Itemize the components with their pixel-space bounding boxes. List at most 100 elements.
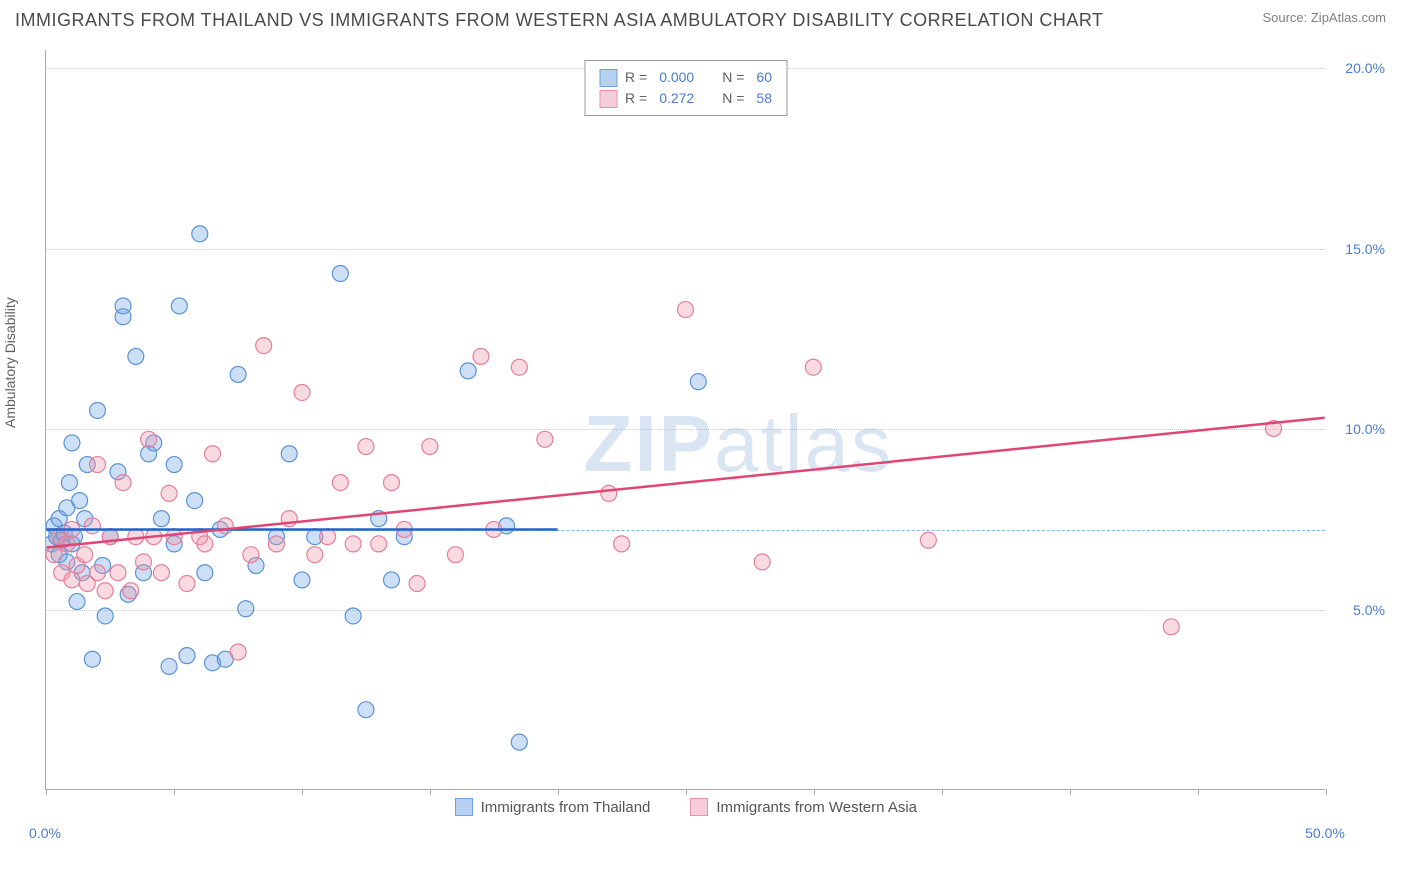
data-point <box>115 475 131 491</box>
data-point <box>345 536 361 552</box>
data-point <box>358 702 374 718</box>
data-point <box>64 435 80 451</box>
data-point <box>115 298 131 314</box>
legend-r-label: R = <box>625 88 647 109</box>
data-point <box>84 651 100 667</box>
legend-r-label: R = <box>625 67 647 88</box>
data-point <box>447 547 463 563</box>
data-point <box>217 518 233 534</box>
x-tick <box>814 789 815 795</box>
scatter-svg <box>46 50 1325 789</box>
data-point <box>294 572 310 588</box>
data-point <box>192 226 208 242</box>
trend-line <box>46 418 1324 548</box>
legend-r-value: 0.272 <box>659 88 694 109</box>
data-point <box>197 565 213 581</box>
data-point <box>511 734 527 750</box>
data-point <box>678 302 694 318</box>
legend-n-label: N = <box>722 67 744 88</box>
chart-title: IMMIGRANTS FROM THAILAND VS IMMIGRANTS F… <box>15 10 1104 31</box>
data-point <box>72 493 88 509</box>
data-point <box>690 374 706 390</box>
data-point <box>294 384 310 400</box>
data-point <box>281 446 297 462</box>
series-legend-item: Immigrants from Western Asia <box>690 798 917 816</box>
data-point <box>97 583 113 599</box>
data-point <box>268 536 284 552</box>
data-point <box>166 457 182 473</box>
data-point <box>614 536 630 552</box>
data-point <box>161 485 177 501</box>
source-attribution: Source: ZipAtlas.com <box>1262 10 1386 25</box>
x-tick <box>46 789 47 795</box>
data-point <box>46 547 62 563</box>
series-legend-item: Immigrants from Thailand <box>455 798 651 816</box>
data-point <box>153 565 169 581</box>
x-tick <box>558 789 559 795</box>
correlation-legend: R = 0.000 N = 60 R = 0.272 N = 58 <box>584 60 787 116</box>
x-tick <box>302 789 303 795</box>
x-tick <box>430 789 431 795</box>
legend-swatch <box>599 90 617 108</box>
data-point <box>230 644 246 660</box>
y-tick-label: 10.0% <box>1345 421 1385 437</box>
y-tick-label: 15.0% <box>1345 241 1385 257</box>
legend-n-value: 58 <box>756 88 772 109</box>
x-tick <box>942 789 943 795</box>
data-point <box>161 658 177 674</box>
data-point <box>358 439 374 455</box>
plot-area: ZIPatlas R =0.000N =60R =0.272N =58 5.0%… <box>45 50 1325 790</box>
legend-swatch <box>599 69 617 87</box>
data-point <box>61 475 77 491</box>
data-point <box>230 366 246 382</box>
legend-r-value: 0.000 <box>659 67 694 88</box>
data-point <box>1163 619 1179 635</box>
x-tick <box>686 789 687 795</box>
data-point <box>84 518 100 534</box>
data-point <box>473 348 489 364</box>
data-point <box>332 266 348 282</box>
data-point <box>238 601 254 617</box>
data-point <box>345 608 361 624</box>
chart-container: ZIPatlas R =0.000N =60R =0.272N =58 5.0%… <box>45 50 1385 820</box>
data-point <box>110 565 126 581</box>
x-tick <box>1326 789 1327 795</box>
legend-swatch <box>455 798 473 816</box>
data-point <box>422 439 438 455</box>
data-point <box>307 547 323 563</box>
x-tick <box>1198 789 1199 795</box>
data-point <box>179 648 195 664</box>
data-point <box>141 431 157 447</box>
x-tick <box>1070 789 1071 795</box>
data-point <box>166 529 182 545</box>
y-tick-label: 20.0% <box>1345 60 1385 76</box>
data-point <box>136 554 152 570</box>
data-point <box>97 608 113 624</box>
data-point <box>256 338 272 354</box>
x-tick <box>174 789 175 795</box>
y-axis-label: Ambulatory Disability <box>2 297 18 428</box>
data-point <box>920 532 936 548</box>
data-point <box>754 554 770 570</box>
data-point <box>371 536 387 552</box>
data-point <box>384 475 400 491</box>
data-point <box>179 576 195 592</box>
data-point <box>320 529 336 545</box>
legend-n-label: N = <box>722 88 744 109</box>
data-point <box>187 493 203 509</box>
legend-row: R = 0.272 N = 58 <box>599 88 772 109</box>
data-point <box>384 572 400 588</box>
legend-n-value: 60 <box>756 67 772 88</box>
data-point <box>243 547 259 563</box>
y-tick-label: 5.0% <box>1353 602 1385 618</box>
data-point <box>69 594 85 610</box>
legend-row: R = 0.000 N = 60 <box>599 67 772 88</box>
series-legend: Immigrants from Thailand Immigrants from … <box>455 798 917 816</box>
data-point <box>77 547 93 563</box>
data-point <box>460 363 476 379</box>
x-tick-label: 50.0% <box>1305 825 1345 841</box>
data-point <box>205 446 221 462</box>
data-point <box>90 457 106 473</box>
x-tick-label: 0.0% <box>29 825 61 841</box>
data-point <box>197 536 213 552</box>
